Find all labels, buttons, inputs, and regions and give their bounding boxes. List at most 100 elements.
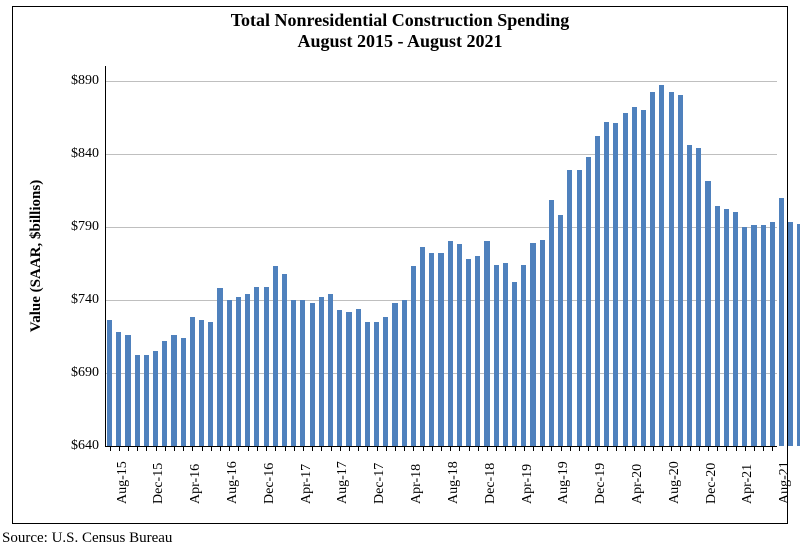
x-tick-mark: [294, 446, 295, 451]
chart-title: Total Nonresidential Construction Spendi…: [0, 10, 800, 51]
x-tick-mark: [312, 446, 313, 451]
x-tick-mark: [340, 446, 341, 451]
bar: [365, 322, 370, 446]
x-tick-label: Apr-16: [188, 464, 204, 504]
x-tick-mark: [653, 446, 654, 451]
bar: [484, 241, 489, 446]
x-tick-mark: [358, 446, 359, 451]
x-tick-label: Apr-19: [520, 464, 536, 504]
x-tick-label: Aug-17: [335, 461, 351, 504]
x-tick-label: Dec-18: [483, 463, 499, 504]
bar: [724, 209, 729, 446]
bar: [291, 300, 296, 446]
bar: [623, 113, 628, 446]
y-tick-label: $740: [71, 292, 105, 308]
x-tick-label: Dec-17: [372, 463, 388, 504]
bar: [227, 300, 232, 446]
x-tick-mark: [662, 446, 663, 451]
x-tick-mark: [487, 446, 488, 451]
x-tick-mark: [183, 446, 184, 451]
bar: [199, 320, 204, 446]
bar: [411, 266, 416, 446]
bar: [641, 110, 646, 446]
bar: [549, 200, 554, 446]
bar: [613, 123, 618, 446]
x-tick-mark: [441, 446, 442, 451]
bar: [687, 145, 692, 446]
x-tick-mark: [137, 446, 138, 451]
bar: [319, 297, 324, 446]
chart-title-line1: Total Nonresidential Construction Spendi…: [0, 10, 800, 31]
x-tick-label: Dec-20: [704, 463, 720, 504]
bar: [770, 222, 775, 446]
bar: [457, 244, 462, 446]
bar: [751, 225, 756, 446]
x-tick-mark: [533, 446, 534, 451]
bar: [696, 148, 701, 446]
bar: [374, 322, 379, 446]
x-tick-label: Aug-16: [225, 461, 241, 504]
x-tick-mark: [285, 446, 286, 451]
x-tick-mark: [331, 446, 332, 451]
bar: [761, 225, 766, 446]
x-tick-label: Aug-15: [115, 461, 131, 504]
bar: [466, 259, 471, 446]
x-tick-label: Apr-18: [409, 464, 425, 504]
x-tick-mark: [248, 446, 249, 451]
bar: [116, 332, 121, 446]
bar: [402, 300, 407, 446]
x-tick-label: Dec-15: [151, 463, 167, 504]
bar: [715, 206, 720, 446]
bar: [245, 294, 250, 446]
x-tick-mark: [423, 446, 424, 451]
x-tick-label: Aug-19: [556, 461, 572, 504]
x-tick-mark: [229, 446, 230, 451]
x-tick-mark: [266, 446, 267, 451]
x-tick-mark: [303, 446, 304, 451]
bar: [125, 335, 130, 446]
x-tick-label: Apr-17: [299, 464, 315, 504]
x-tick-mark: [690, 446, 691, 451]
bar: [346, 312, 351, 446]
x-tick-mark: [736, 446, 737, 451]
x-tick-label: Apr-20: [630, 464, 646, 504]
x-tick-mark: [616, 446, 617, 451]
x-tick-mark: [128, 446, 129, 451]
x-tick-mark: [413, 446, 414, 451]
x-tick-mark: [174, 446, 175, 451]
x-tick-mark: [156, 446, 157, 451]
x-tick-mark: [708, 446, 709, 451]
bar: [420, 247, 425, 446]
x-tick-mark: [238, 446, 239, 451]
bar: [595, 136, 600, 446]
y-axis-label: Value (SAAR, $billions): [28, 66, 45, 446]
bar: [181, 338, 186, 446]
bar: [337, 310, 342, 446]
x-tick-label: Dec-16: [262, 463, 278, 504]
x-tick-mark: [377, 446, 378, 451]
x-tick-mark: [202, 446, 203, 451]
bar: [650, 92, 655, 446]
bar: [107, 320, 112, 446]
x-tick-mark: [450, 446, 451, 451]
x-tick-mark: [367, 446, 368, 451]
x-tick-label: Apr-21: [740, 464, 756, 504]
bar: [392, 303, 397, 446]
bar: [540, 240, 545, 446]
x-tick-mark: [607, 446, 608, 451]
x-tick-mark: [505, 446, 506, 451]
x-tick-mark: [257, 446, 258, 451]
x-tick-mark: [680, 446, 681, 451]
bar: [264, 287, 269, 446]
bar: [448, 241, 453, 446]
bar: [530, 243, 535, 446]
x-tick-mark: [469, 446, 470, 451]
bar: [236, 297, 241, 446]
bar: [475, 256, 480, 446]
x-tick-mark: [192, 446, 193, 451]
x-tick-mark: [220, 446, 221, 451]
source-label: Source: U.S. Census Bureau: [2, 530, 172, 547]
bar: [282, 274, 287, 446]
y-tick-label: $790: [71, 219, 105, 235]
x-tick-mark: [561, 446, 562, 451]
